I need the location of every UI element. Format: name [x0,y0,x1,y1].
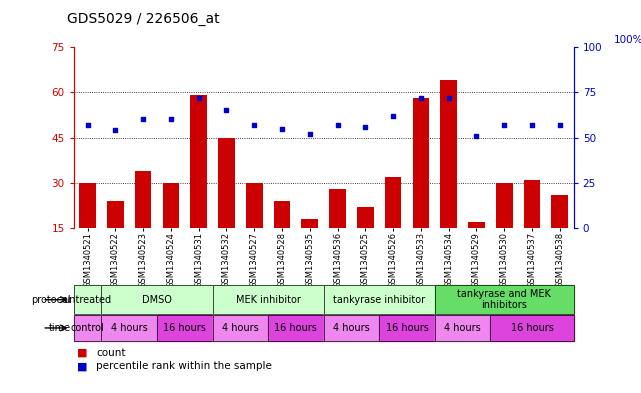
Bar [468,222,485,273]
Text: DMSO: DMSO [142,295,172,305]
Point [194,95,204,101]
Text: time: time [48,323,71,333]
Bar [163,183,179,273]
Bar [496,183,513,273]
Text: ■: ■ [77,361,87,371]
Text: 16 hours: 16 hours [163,323,206,333]
Point [471,132,481,139]
Bar [79,183,96,273]
Text: 16 hours: 16 hours [386,323,428,333]
Text: MEK inhibitor: MEK inhibitor [236,295,301,305]
Text: 4 hours: 4 hours [222,323,259,333]
Text: 100%: 100% [613,35,641,45]
Bar [301,219,318,273]
Bar [413,98,429,273]
Bar [190,95,207,273]
Text: tankyrase inhibitor: tankyrase inhibitor [333,295,426,305]
Point [416,95,426,101]
Point [110,127,121,134]
Point [83,122,93,128]
Text: ■: ■ [77,347,87,358]
Bar [274,201,290,273]
Bar [107,201,124,273]
Text: 4 hours: 4 hours [333,323,370,333]
Point [554,122,565,128]
Point [388,113,398,119]
Point [221,107,231,114]
Point [527,122,537,128]
Text: tankyrase and MEK
inhibitors: tankyrase and MEK inhibitors [457,289,551,310]
Point [444,95,454,101]
Text: 16 hours: 16 hours [511,323,553,333]
Point [360,123,370,130]
Text: untreated: untreated [63,295,112,305]
Bar [135,171,151,273]
Bar [218,138,235,273]
Bar [329,189,346,273]
Bar [357,207,374,273]
Point [304,131,315,137]
Bar [246,183,263,273]
Text: GDS5029 / 226506_at: GDS5029 / 226506_at [67,12,220,26]
Text: 4 hours: 4 hours [111,323,147,333]
Text: count: count [96,347,126,358]
Point [333,122,343,128]
Text: control: control [71,323,104,333]
Bar [440,80,457,273]
Text: percentile rank within the sample: percentile rank within the sample [96,361,272,371]
Point [138,116,148,123]
Bar [551,195,568,273]
Point [249,122,260,128]
Bar [385,177,401,273]
Text: 16 hours: 16 hours [274,323,317,333]
Point [166,116,176,123]
Text: protocol: protocol [31,295,71,305]
Text: 4 hours: 4 hours [444,323,481,333]
Point [277,125,287,132]
Point [499,122,510,128]
Bar [524,180,540,273]
